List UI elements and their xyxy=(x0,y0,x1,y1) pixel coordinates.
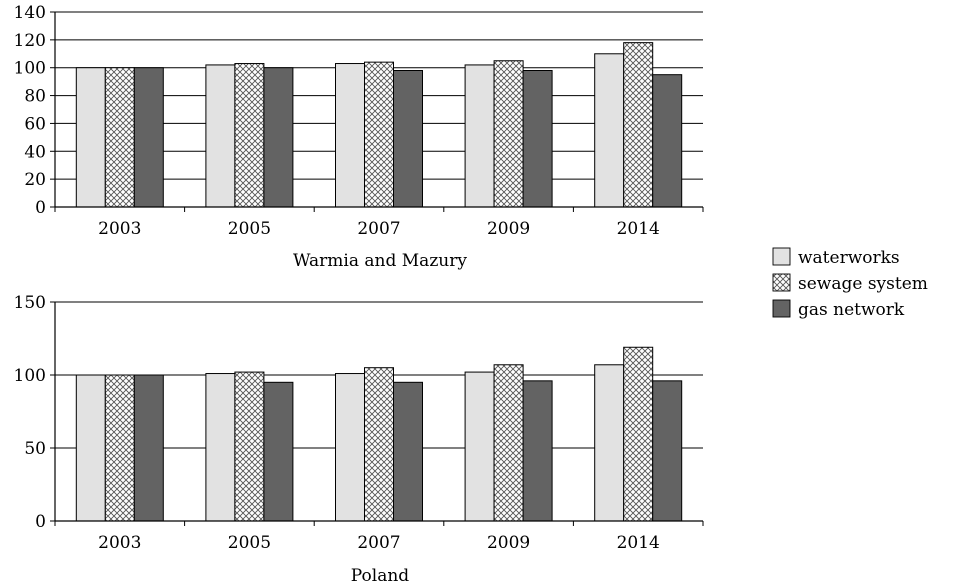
warmia-mazury-bar-gas-network-2003 xyxy=(133,67,164,208)
chart-warmia-mazury: 0 20 40 60 80 100 120 140 2003 2005 2007 2009 2014 xyxy=(14,3,704,239)
chart-poland-xlabel: Poland xyxy=(351,566,410,586)
legend-item-waterworks: waterworks xyxy=(772,247,900,268)
poland-bar-waterworks-2003 xyxy=(75,374,106,522)
warmia-mazury-bar-sewage-system-2003 xyxy=(104,67,135,208)
warmia-mazury-y-tick-label: 20 xyxy=(24,170,46,190)
poland-bar-sewage-system-2009 xyxy=(493,364,524,522)
chart-warmia-mazury-xlabel: Warmia and Mazury xyxy=(293,251,467,271)
warmia-mazury-bar-sewage-system-2009 xyxy=(493,60,524,208)
poland-bar-gas-network-2014 xyxy=(652,380,683,522)
warmia-mazury-bar-gas-network-2009 xyxy=(522,70,553,208)
poland-y-tick-label: 50 xyxy=(24,439,46,459)
warmia-mazury-bar-sewage-system-2014 xyxy=(623,42,654,208)
warmia-mazury-bar-sewage-system-2007 xyxy=(364,61,394,208)
poland-bar-waterworks-2007 xyxy=(335,373,365,522)
legend-item-sewage-system: sewage system xyxy=(772,273,928,294)
poland-y-tick-label: 0 xyxy=(35,512,46,532)
poland-x-tick-label: 2014 xyxy=(617,533,660,553)
warmia-mazury-x-tick-label: 2005 xyxy=(228,219,271,239)
chart-poland: 0 50 100 150 2003 2005 2007 2009 2014 xyxy=(14,293,704,553)
poland-bar-waterworks-2005 xyxy=(205,373,236,522)
warmia-mazury-bar-waterworks-2014 xyxy=(594,53,625,208)
poland-bar-gas-network-2005 xyxy=(263,381,294,522)
poland-bar-sewage-system-2014 xyxy=(623,346,654,522)
poland-bar-sewage-system-2005 xyxy=(234,371,265,522)
legend: waterworks sewage system gas network xyxy=(772,247,928,320)
warmia-mazury-x-tick-label: 2009 xyxy=(487,219,530,239)
poland-bar-waterworks-2014 xyxy=(594,364,625,522)
warmia-mazury-x-tick-label: 2014 xyxy=(617,219,660,239)
legend-label-gas-network: gas network xyxy=(798,300,905,320)
poland-x-tick-label: 2003 xyxy=(98,533,141,553)
poland-bar-gas-network-2007 xyxy=(393,381,423,522)
warmia-mazury-x-tick-label: 2003 xyxy=(98,219,141,239)
warmia-mazury-y-tick-label: 140 xyxy=(14,3,46,23)
warmia-mazury-bar-waterworks-2009 xyxy=(464,64,495,208)
legend-swatch-sewage-system xyxy=(772,273,791,292)
legend-swatch-gas-network xyxy=(772,299,791,318)
warmia-mazury-y-tick-label: 120 xyxy=(14,31,46,51)
poland-bar-waterworks-2009 xyxy=(464,371,495,522)
legend-swatch-waterworks xyxy=(772,247,791,266)
warmia-mazury-x-tick-label: 2007 xyxy=(357,219,400,239)
warmia-mazury-y-tick-label: 40 xyxy=(24,142,46,162)
warmia-mazury-bar-waterworks-2003 xyxy=(75,67,106,208)
warmia-mazury-bar-gas-network-2005 xyxy=(263,67,294,208)
poland-bar-gas-network-2009 xyxy=(522,380,553,522)
warmia-mazury-y-tick-label: 80 xyxy=(24,87,46,107)
poland-bar-gas-network-2003 xyxy=(133,374,164,522)
poland-x-tick-label: 2009 xyxy=(487,533,530,553)
poland-x-tick-label: 2007 xyxy=(357,533,400,553)
legend-label-waterworks: waterworks xyxy=(798,248,900,268)
warmia-mazury-bar-waterworks-2007 xyxy=(335,63,365,208)
warmia-mazury-y-tick-label: 0 xyxy=(35,198,46,218)
warmia-mazury-y-tick-label: 100 xyxy=(14,59,46,79)
poland-x-tick-label: 2005 xyxy=(228,533,271,553)
poland-y-tick-label: 150 xyxy=(14,293,46,313)
poland-bar-sewage-system-2007 xyxy=(364,367,394,522)
legend-label-sewage-system: sewage system xyxy=(798,274,928,294)
poland-bar-sewage-system-2003 xyxy=(104,374,135,522)
legend-item-gas-network: gas network xyxy=(772,299,905,320)
warmia-mazury-bar-sewage-system-2005 xyxy=(234,63,265,208)
warmia-mazury-y-tick-label: 60 xyxy=(24,114,46,134)
warmia-mazury-bar-gas-network-2007 xyxy=(393,70,423,208)
poland-y-tick-label: 100 xyxy=(14,366,46,386)
warmia-mazury-bar-gas-network-2014 xyxy=(652,74,683,208)
warmia-mazury-bar-waterworks-2005 xyxy=(205,64,236,208)
